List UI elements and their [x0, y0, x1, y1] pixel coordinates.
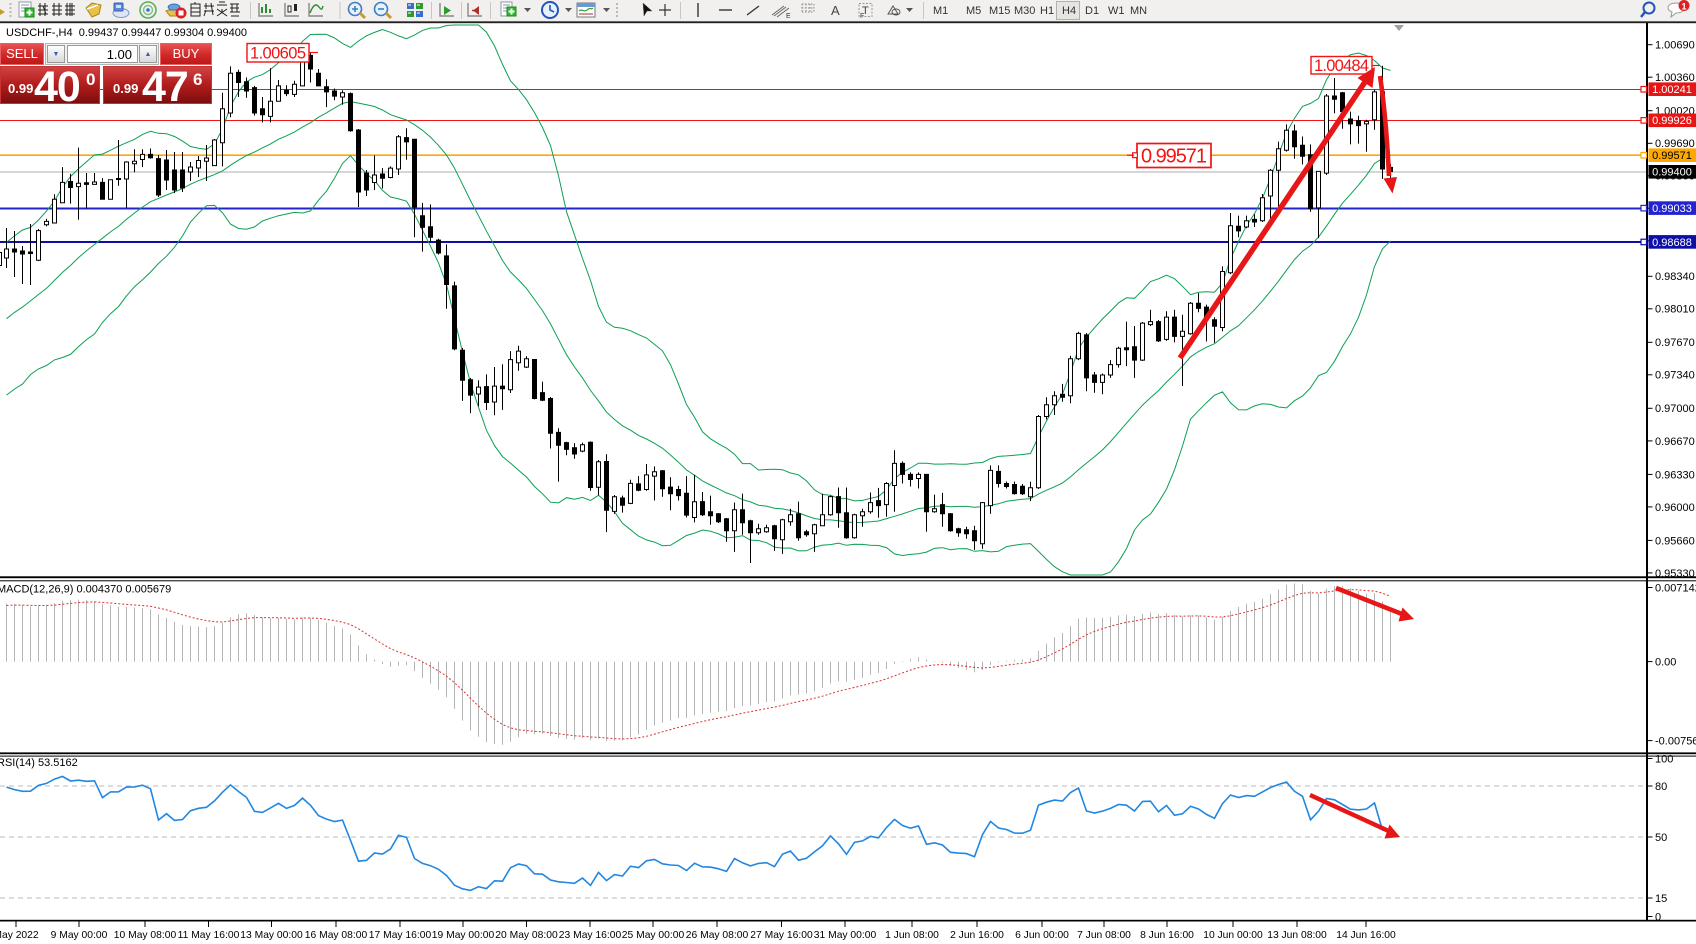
- svg-text:M5: M5: [966, 5, 981, 17]
- svg-text:0.99926: 0.99926: [1652, 115, 1692, 127]
- svg-text:T: T: [862, 5, 869, 17]
- svg-text:7 Jun 08:00: 7 Jun 08:00: [1077, 930, 1131, 941]
- svg-text:10 May 08:00: 10 May 08:00: [114, 930, 177, 941]
- svg-text:1.00690: 1.00690: [1655, 40, 1695, 52]
- svg-text:15: 15: [1655, 893, 1667, 905]
- svg-text:M30: M30: [1014, 5, 1035, 17]
- svg-text:0.007142: 0.007142: [1655, 582, 1696, 594]
- svg-text:27 May 16:00: 27 May 16:00: [750, 930, 813, 941]
- svg-text:0.99571: 0.99571: [1141, 146, 1207, 168]
- svg-text:H1: H1: [1040, 5, 1054, 17]
- svg-text:50: 50: [1655, 832, 1667, 844]
- svg-text:0.97340: 0.97340: [1655, 370, 1695, 382]
- svg-text:6 Jun 00:00: 6 Jun 00:00: [1015, 930, 1069, 941]
- svg-text:8 Jun 16:00: 8 Jun 16:00: [1140, 930, 1194, 941]
- svg-text:May 2022: May 2022: [0, 930, 39, 941]
- svg-text:13 May 00:00: 13 May 00:00: [240, 930, 303, 941]
- svg-text:16 May 08:00: 16 May 08:00: [305, 930, 368, 941]
- svg-text:E: E: [786, 13, 791, 20]
- svg-text:0.95660: 0.95660: [1655, 535, 1695, 547]
- svg-text:0.96000: 0.96000: [1655, 502, 1695, 514]
- svg-text:A: A: [831, 3, 840, 18]
- svg-text:1: 1: [1682, 2, 1687, 12]
- svg-text:0.00: 0.00: [1655, 657, 1676, 669]
- svg-text:13 Jun 08:00: 13 Jun 08:00: [1267, 930, 1327, 941]
- svg-text:11 May 16:00: 11 May 16:00: [178, 930, 240, 941]
- svg-text:USDCHF-,H4 0.99437 0.99447 0.: USDCHF-,H4 0.99437 0.99447 0.99304 0.994…: [6, 27, 247, 39]
- svg-text:D1: D1: [1085, 5, 1099, 17]
- svg-text:10 Jun 00:00: 10 Jun 00:00: [1203, 930, 1263, 941]
- svg-text:0.99690: 0.99690: [1655, 138, 1695, 150]
- svg-text:1.00484: 1.00484: [1314, 57, 1369, 75]
- svg-text:0.98010: 0.98010: [1655, 304, 1695, 316]
- svg-text:W1: W1: [1108, 5, 1125, 17]
- svg-text:M15: M15: [989, 5, 1010, 17]
- svg-text:20 May 08:00: 20 May 08:00: [495, 930, 558, 941]
- svg-text:1 Jun 08:00: 1 Jun 08:00: [885, 930, 939, 941]
- svg-text:0.99400: 0.99400: [1652, 167, 1692, 179]
- svg-text:0.99571: 0.99571: [1652, 150, 1692, 162]
- svg-text:RSI(14) 53.5162: RSI(14) 53.5162: [0, 757, 78, 769]
- svg-text:0.96330: 0.96330: [1655, 469, 1695, 481]
- svg-text:31 May 00:00: 31 May 00:00: [814, 930, 877, 941]
- svg-text:MN: MN: [1130, 5, 1147, 17]
- svg-text:0.96670: 0.96670: [1655, 436, 1695, 448]
- svg-text:2 Jun 16:00: 2 Jun 16:00: [950, 930, 1004, 941]
- svg-text:14 Jun 16:00: 14 Jun 16:00: [1336, 930, 1396, 941]
- svg-text:17 May 16:00: 17 May 16:00: [369, 930, 432, 941]
- svg-text:H4: H4: [1062, 5, 1076, 17]
- svg-text:M1: M1: [933, 5, 948, 17]
- svg-text:80: 80: [1655, 781, 1667, 793]
- svg-text:100: 100: [1655, 753, 1673, 765]
- svg-text:1.00605: 1.00605: [250, 45, 306, 63]
- svg-text:0.97670: 0.97670: [1655, 337, 1695, 349]
- svg-text:26 May 08:00: 26 May 08:00: [686, 930, 749, 941]
- svg-text:MACD(12,26,9) 0.004370 0.00567: MACD(12,26,9) 0.004370 0.005679: [0, 584, 171, 596]
- svg-text:1.00241: 1.00241: [1652, 84, 1692, 96]
- svg-text:0: 0: [1655, 911, 1661, 923]
- svg-text:0.98340: 0.98340: [1655, 271, 1695, 283]
- svg-text:0.97000: 0.97000: [1655, 403, 1695, 415]
- svg-text:25 May 00:00: 25 May 00:00: [622, 930, 685, 941]
- svg-text:1.00360: 1.00360: [1655, 72, 1695, 84]
- svg-text:0.99033: 0.99033: [1652, 203, 1692, 215]
- svg-text:0.98688: 0.98688: [1652, 237, 1692, 249]
- svg-text:19 May 00:00: 19 May 00:00: [432, 930, 495, 941]
- svg-text:9 May 00:00: 9 May 00:00: [51, 930, 108, 941]
- svg-text:0.95330: 0.95330: [1655, 568, 1695, 580]
- svg-text:23 May 16:00: 23 May 16:00: [559, 930, 622, 941]
